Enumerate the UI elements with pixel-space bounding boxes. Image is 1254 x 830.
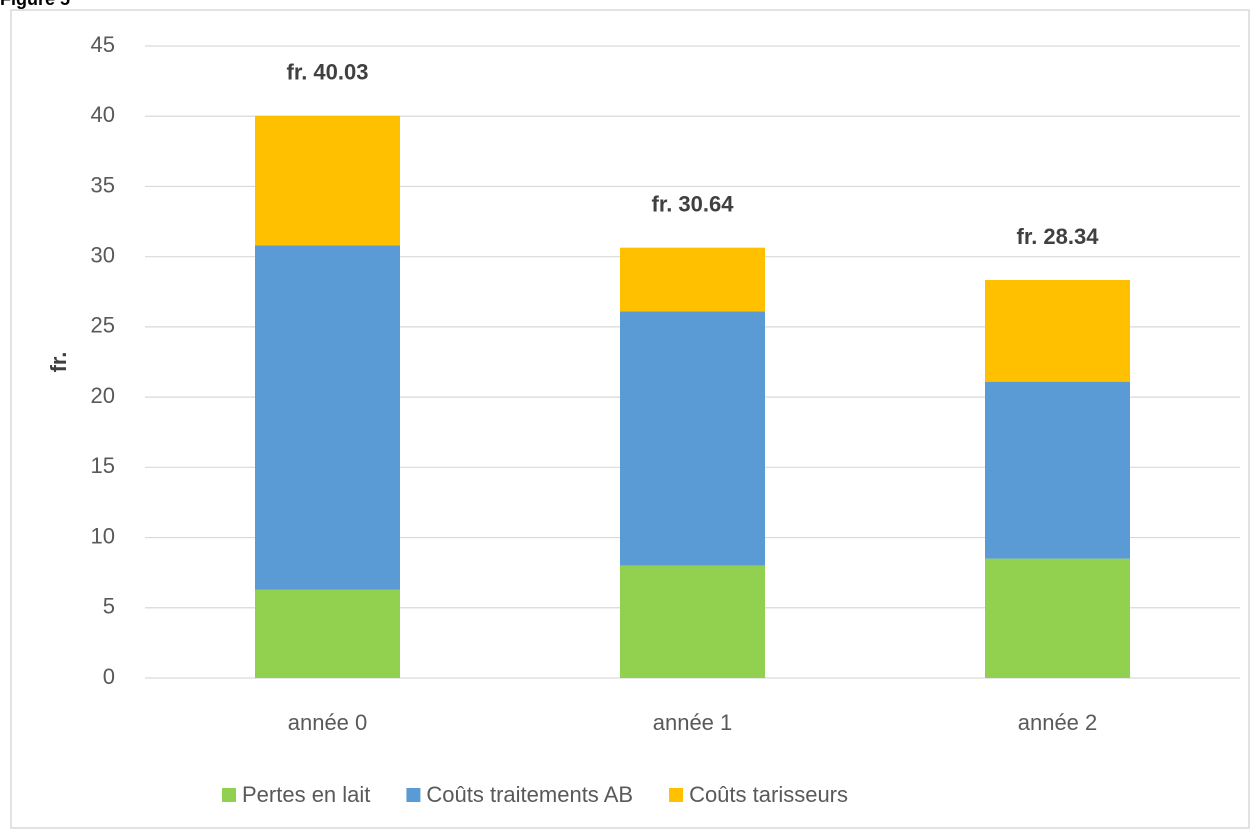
- y-tick-label: 40: [91, 102, 115, 127]
- total-label: fr. 40.03: [287, 60, 369, 85]
- y-tick-label: 5: [103, 594, 115, 619]
- y-tick-label: 25: [91, 313, 115, 338]
- legend-label: Coûts tarisseurs: [689, 782, 848, 807]
- bar-segment: [985, 558, 1130, 678]
- bar-segment: [620, 247, 765, 312]
- x-tick-label: année 0: [288, 710, 368, 735]
- total-label: fr. 28.34: [1017, 224, 1100, 249]
- bar-segment: [255, 245, 400, 590]
- bar-segment: [255, 589, 400, 678]
- bar-segment: [255, 115, 400, 246]
- x-tick-label: année 2: [1018, 710, 1098, 735]
- legend-label: Coûts traitements AB: [426, 782, 633, 807]
- y-tick-label: 0: [103, 664, 115, 689]
- y-tick-label: 30: [91, 242, 115, 267]
- y-tick-label: 15: [91, 453, 115, 478]
- bar-segment: [620, 565, 765, 678]
- bar-segment: [985, 381, 1130, 559]
- legend-label: Pertes en lait: [242, 782, 370, 807]
- y-tick-label: 35: [91, 172, 115, 197]
- legend-swatch: [669, 788, 684, 802]
- bar-segment: [620, 311, 765, 566]
- y-tick-label: 10: [91, 523, 115, 548]
- legend-swatch: [406, 788, 421, 802]
- y-tick-label: 20: [91, 383, 115, 408]
- y-axis-label: fr.: [46, 352, 71, 373]
- bar-segment: [985, 279, 1130, 382]
- total-label: fr. 30.64: [652, 191, 735, 216]
- legend-swatch: [222, 788, 236, 802]
- y-tick-label: 45: [91, 32, 115, 57]
- x-tick-label: année 1: [653, 710, 733, 735]
- figure-label: Figure 5: [0, 0, 70, 9]
